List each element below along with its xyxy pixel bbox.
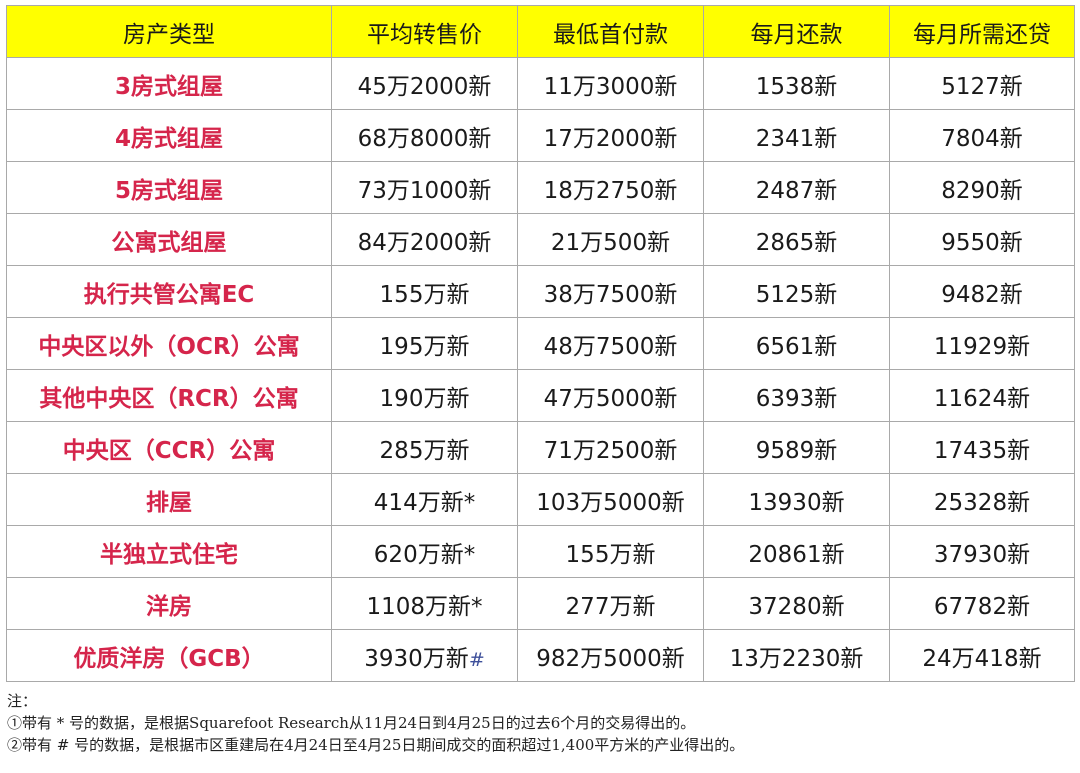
cell-property-type: 公寓式组屋 bbox=[6, 213, 332, 266]
cell-avg-resale-price: 3930万新# bbox=[331, 629, 518, 682]
cell-avg-resale-price: 84万2000新 bbox=[331, 213, 518, 266]
housing-cost-table: 房产类型 平均转售价 最低首付款 每月还款 每月所需还贷 3房式组屋 45万200… bbox=[6, 5, 1075, 682]
cell-monthly-repayment: 1538新 bbox=[703, 57, 890, 110]
cell-min-down-payment: 11万3000新 bbox=[517, 57, 704, 110]
cell-monthly-repayment: 20861新 bbox=[703, 525, 890, 578]
cell-avg-resale-price: 190万新 bbox=[331, 369, 518, 422]
cell-property-type: 排屋 bbox=[6, 473, 332, 526]
cell-monthly-repayment: 2487新 bbox=[703, 161, 890, 214]
cell-monthly-repayment: 13万2230新 bbox=[703, 629, 890, 682]
cell-property-type: 5房式组屋 bbox=[6, 161, 332, 214]
table-row: 其他中央区（RCR）公寓 190万新 47万5000新 6393新 11624新 bbox=[6, 369, 1075, 422]
cell-avg-resale-price: 73万1000新 bbox=[331, 161, 518, 214]
cell-property-type: 中央区（CCR）公寓 bbox=[6, 421, 332, 474]
cell-min-down-payment: 103万5000新 bbox=[517, 473, 704, 526]
cell-required-monthly-income: 25328新 bbox=[889, 473, 1075, 526]
cell-monthly-repayment: 13930新 bbox=[703, 473, 890, 526]
cell-required-monthly-income: 7804新 bbox=[889, 109, 1075, 162]
cell-avg-resale-price: 620万新* bbox=[331, 525, 518, 578]
table-row: 中央区（CCR）公寓 285万新 71万2500新 9589新 17435新 bbox=[6, 421, 1075, 474]
cell-min-down-payment: 277万新 bbox=[517, 577, 704, 630]
notes-title: 注： bbox=[7, 692, 38, 710]
cell-required-monthly-income: 67782新 bbox=[889, 577, 1075, 630]
cell-property-type: 4房式组屋 bbox=[6, 109, 332, 162]
cell-required-monthly-income: 17435新 bbox=[889, 421, 1075, 474]
note-line-1: ①带有 * 号的数据，是根据Squarefoot Research从11月24日… bbox=[7, 714, 696, 732]
cell-min-down-payment: 18万2750新 bbox=[517, 161, 704, 214]
header-avg-resale-price: 平均转售价 bbox=[331, 5, 518, 58]
table-row: 优质洋房（GCB） 3930万新# 982万5000新 13万2230新 24万418新 bbox=[6, 629, 1075, 682]
cell-required-monthly-income: 11624新 bbox=[889, 369, 1075, 422]
cell-monthly-repayment: 37280新 bbox=[703, 577, 890, 630]
cell-required-monthly-income: 37930新 bbox=[889, 525, 1075, 578]
cell-required-monthly-income: 24万418新 bbox=[889, 629, 1075, 682]
footnotes: 注： ①带有 * 号的数据，是根据Squarefoot Research从11月… bbox=[7, 690, 1075, 756]
footnote-mark: # bbox=[468, 648, 485, 671]
cell-required-monthly-income: 8290新 bbox=[889, 161, 1075, 214]
cell-monthly-repayment: 5125新 bbox=[703, 265, 890, 318]
cell-avg-resale-price: 195万新 bbox=[331, 317, 518, 370]
header-property-type: 房产类型 bbox=[6, 5, 332, 58]
cell-avg-resale-price: 285万新 bbox=[331, 421, 518, 474]
cell-avg-resale-price: 45万2000新 bbox=[331, 57, 518, 110]
cell-required-monthly-income: 11929新 bbox=[889, 317, 1075, 370]
cell-required-monthly-income: 9482新 bbox=[889, 265, 1075, 318]
cell-monthly-repayment: 2865新 bbox=[703, 213, 890, 266]
cell-min-down-payment: 982万5000新 bbox=[517, 629, 704, 682]
cell-min-down-payment: 48万7500新 bbox=[517, 317, 704, 370]
cell-min-down-payment: 47万5000新 bbox=[517, 369, 704, 422]
table-row: 5房式组屋 73万1000新 18万2750新 2487新 8290新 bbox=[6, 161, 1075, 214]
cell-property-type: 洋房 bbox=[6, 577, 332, 630]
cell-monthly-repayment: 2341新 bbox=[703, 109, 890, 162]
cell-min-down-payment: 17万2000新 bbox=[517, 109, 704, 162]
cell-avg-resale-price: 155万新 bbox=[331, 265, 518, 318]
cell-property-type: 优质洋房（GCB） bbox=[6, 629, 332, 682]
header-required-monthly-income: 每月所需还贷 bbox=[889, 5, 1075, 58]
cell-property-type: 3房式组屋 bbox=[6, 57, 332, 110]
cell-required-monthly-income: 9550新 bbox=[889, 213, 1075, 266]
cell-avg-resale-price: 414万新* bbox=[331, 473, 518, 526]
cell-avg-resale-price: 68万8000新 bbox=[331, 109, 518, 162]
table-row: 半独立式住宅 620万新* 155万新 20861新 37930新 bbox=[6, 525, 1075, 578]
cell-property-type: 中央区以外（OCR）公寓 bbox=[6, 317, 332, 370]
table-row: 洋房 1108万新* 277万新 37280新 67782新 bbox=[6, 577, 1075, 630]
header-monthly-repayment: 每月还款 bbox=[703, 5, 890, 58]
cell-min-down-payment: 38万7500新 bbox=[517, 265, 704, 318]
cell-avg-resale-price: 1108万新* bbox=[331, 577, 518, 630]
header-row: 房产类型 平均转售价 最低首付款 每月还款 每月所需还贷 bbox=[6, 5, 1075, 58]
cell-required-monthly-income: 5127新 bbox=[889, 57, 1075, 110]
table-row: 中央区以外（OCR）公寓 195万新 48万7500新 6561新 11929新 bbox=[6, 317, 1075, 370]
table-row: 公寓式组屋 84万2000新 21万500新 2865新 9550新 bbox=[6, 213, 1075, 266]
header-min-down-payment: 最低首付款 bbox=[517, 5, 704, 58]
table-row: 4房式组屋 68万8000新 17万2000新 2341新 7804新 bbox=[6, 109, 1075, 162]
cell-property-type: 其他中央区（RCR）公寓 bbox=[6, 369, 332, 422]
table-row: 排屋 414万新* 103万5000新 13930新 25328新 bbox=[6, 473, 1075, 526]
cell-monthly-repayment: 9589新 bbox=[703, 421, 890, 474]
cell-min-down-payment: 21万500新 bbox=[517, 213, 704, 266]
cell-min-down-payment: 71万2500新 bbox=[517, 421, 704, 474]
cell-monthly-repayment: 6561新 bbox=[703, 317, 890, 370]
table-row: 执行共管公寓EC 155万新 38万7500新 5125新 9482新 bbox=[6, 265, 1075, 318]
cell-min-down-payment: 155万新 bbox=[517, 525, 704, 578]
cell-property-type: 执行共管公寓EC bbox=[6, 265, 332, 318]
cell-monthly-repayment: 6393新 bbox=[703, 369, 890, 422]
cell-property-type: 半独立式住宅 bbox=[6, 525, 332, 578]
table-row: 3房式组屋 45万2000新 11万3000新 1538新 5127新 bbox=[6, 57, 1075, 110]
note-line-2: ②带有 # 号的数据，是根据市区重建局在4月24日至4月25日期间成交的面积超过… bbox=[7, 736, 745, 754]
